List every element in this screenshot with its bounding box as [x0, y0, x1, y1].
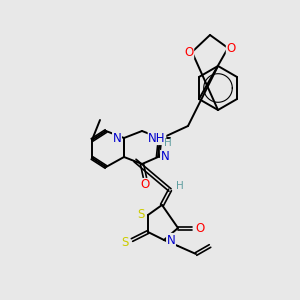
Text: O: O	[184, 46, 194, 59]
Text: O: O	[226, 41, 236, 55]
Text: N: N	[167, 233, 176, 247]
Text: S: S	[137, 208, 145, 221]
Text: O: O	[195, 221, 205, 235]
Text: H: H	[176, 181, 184, 191]
Text: H: H	[164, 138, 172, 148]
Text: NH: NH	[148, 131, 166, 145]
Text: S: S	[121, 236, 129, 250]
Text: O: O	[140, 178, 150, 191]
Text: N: N	[160, 151, 169, 164]
Text: N: N	[112, 131, 122, 145]
